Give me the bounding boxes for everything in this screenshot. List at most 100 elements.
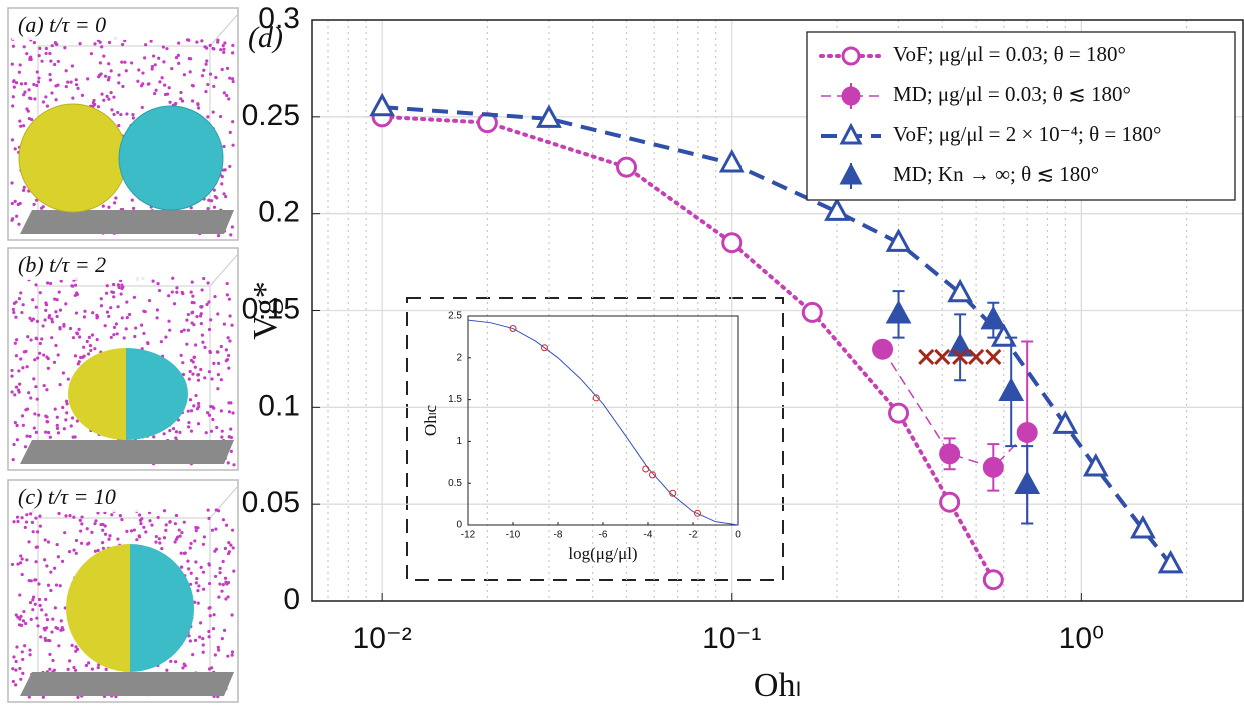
gas-particle (55, 314, 59, 319)
simulation-panels: (a) t/τ = 0 (b) t/τ = 2 (c) t/τ = 10 (7, 7, 239, 703)
gas-particle (49, 59, 53, 63)
y-tick-label: 0 (283, 583, 300, 616)
gas-particle (180, 531, 184, 535)
gas-particle (55, 542, 59, 547)
gas-particle (194, 560, 198, 564)
gas-particle (201, 650, 205, 654)
gas-particle (123, 60, 127, 64)
gas-particle (25, 52, 29, 56)
gas-particle (167, 86, 171, 90)
gas-particle (228, 76, 232, 80)
gas-particle (55, 423, 59, 427)
gas-particle (176, 535, 180, 539)
gas-particle (189, 57, 193, 61)
gas-particle (28, 653, 32, 657)
gas-particle (100, 45, 104, 49)
gas-particle (13, 393, 17, 397)
gas-particle (48, 281, 53, 286)
gas-particle (77, 327, 81, 331)
gas-particle (20, 310, 24, 315)
gas-particle (157, 288, 162, 293)
gas-particle (68, 659, 72, 663)
gas-particle (160, 547, 164, 551)
gas-particle (79, 541, 84, 545)
gas-particle (64, 418, 68, 422)
gas-particle (55, 415, 59, 419)
gas-particle (96, 511, 100, 515)
gas-particle (25, 107, 29, 111)
gas-particle (185, 38, 190, 42)
gas-particle (74, 538, 79, 543)
gas-particle (182, 662, 186, 666)
data-point (918, 348, 935, 366)
gas-particle (162, 432, 166, 436)
gas-particle (143, 56, 147, 60)
gas-particle (59, 279, 63, 283)
gas-particle (25, 365, 29, 369)
gas-particle (156, 282, 160, 286)
data-point (1016, 422, 1038, 444)
gas-particle (39, 635, 43, 639)
gas-particle (54, 310, 58, 314)
gas-particle (19, 124, 23, 128)
gas-particle (178, 534, 182, 538)
gas-particle (204, 62, 208, 66)
gas-particle (42, 353, 46, 357)
gas-particle (139, 84, 144, 88)
gas-particle (18, 593, 22, 597)
gas-particle (164, 523, 168, 527)
gas-particle (201, 637, 205, 641)
gas-particle (203, 376, 207, 380)
gas-particle (212, 188, 216, 192)
gas-particle (10, 138, 15, 142)
gas-particle (29, 512, 33, 516)
gas-particle (228, 164, 232, 169)
gas-particle (169, 659, 173, 663)
legend-box (806, 31, 1236, 201)
gas-particle (168, 328, 172, 332)
gas-particle (117, 123, 121, 128)
data-point (968, 348, 985, 366)
gas-particle (66, 377, 70, 381)
data-point (947, 278, 973, 303)
gas-particle (95, 313, 99, 317)
gas-particle (12, 520, 16, 524)
gas-particle (105, 284, 109, 288)
gas-particle (22, 124, 26, 128)
data-point (939, 491, 961, 513)
gas-particle (21, 423, 25, 427)
gas-particle (221, 518, 225, 522)
gas-particle (221, 583, 225, 587)
gas-particle (80, 93, 85, 98)
gas-particle (206, 206, 210, 211)
gas-particle (54, 583, 59, 587)
gas-particle (15, 515, 20, 519)
gas-particle (194, 529, 198, 533)
gas-particle (42, 383, 46, 388)
y-tick-label: 2 (456, 352, 462, 363)
gas-particle (54, 625, 58, 630)
gas-particle (150, 64, 154, 69)
gas-particle (82, 315, 87, 319)
gas-particle (229, 233, 233, 237)
gas-particle (52, 360, 57, 364)
gas-particle (33, 602, 37, 606)
gas-particle (161, 45, 165, 49)
gas-particle (38, 291, 42, 295)
gas-particle (157, 56, 161, 60)
gas-particle (41, 324, 45, 328)
gas-particle (176, 53, 180, 58)
gas-particle (185, 342, 189, 346)
gas-particle (15, 214, 19, 218)
gas-particle (210, 528, 215, 532)
gas-particle (228, 314, 232, 318)
gas-particle (48, 667, 52, 671)
y-tick-label: 0 (456, 520, 462, 531)
gas-particle (18, 63, 22, 67)
gas-particle (107, 314, 111, 318)
plot-frame (467, 315, 739, 526)
gas-particle (33, 412, 37, 416)
gas-particle (21, 366, 25, 370)
gas-particle (216, 372, 220, 377)
gas-particle (35, 545, 39, 549)
